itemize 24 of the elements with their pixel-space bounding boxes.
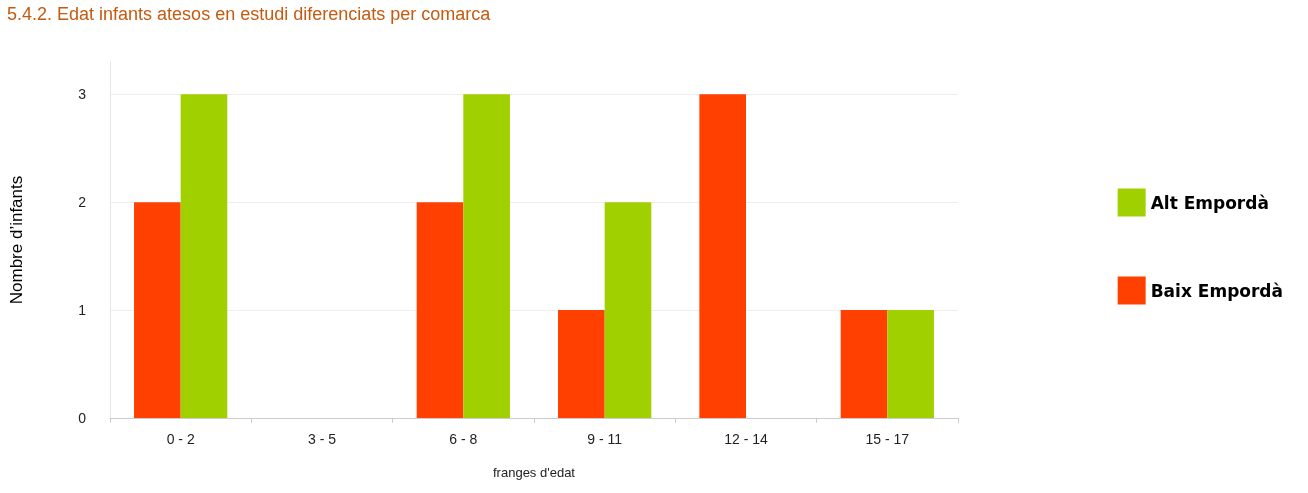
y-axis-title: Nombre d’infants bbox=[7, 175, 26, 305]
x-tick-label: 12 - 14 bbox=[724, 431, 768, 447]
bar bbox=[416, 202, 464, 418]
bar bbox=[463, 94, 510, 418]
x-tick-label: 15 - 17 bbox=[865, 431, 910, 447]
y-tick-label: 3 bbox=[78, 86, 87, 103]
bar bbox=[887, 310, 934, 418]
y-tick-label: 2 bbox=[78, 194, 87, 211]
x-axis-title: franges d'edat bbox=[493, 465, 576, 480]
x-tick-label: 9 - 11 bbox=[587, 431, 623, 447]
x-tick-label: 6 - 8 bbox=[449, 431, 478, 447]
y-tick-label: 0 bbox=[78, 410, 87, 426]
bar bbox=[604, 202, 652, 418]
chart-title: 5.4.2. Edat infants atesos en estudi diferenciats per comarca bbox=[7, 4, 492, 24]
bar bbox=[840, 310, 888, 418]
bar bbox=[180, 94, 228, 418]
x-tick-label: 3 - 5 bbox=[307, 431, 337, 447]
bar bbox=[134, 202, 181, 418]
y-tick-label: 1 bbox=[78, 302, 87, 319]
bar bbox=[699, 94, 746, 418]
legend-label: Baix Empordà bbox=[1150, 280, 1283, 301]
legend-label: Alt Empordà bbox=[1150, 192, 1269, 213]
bar bbox=[558, 310, 605, 418]
x-tick-label: 0 - 2 bbox=[166, 431, 195, 447]
